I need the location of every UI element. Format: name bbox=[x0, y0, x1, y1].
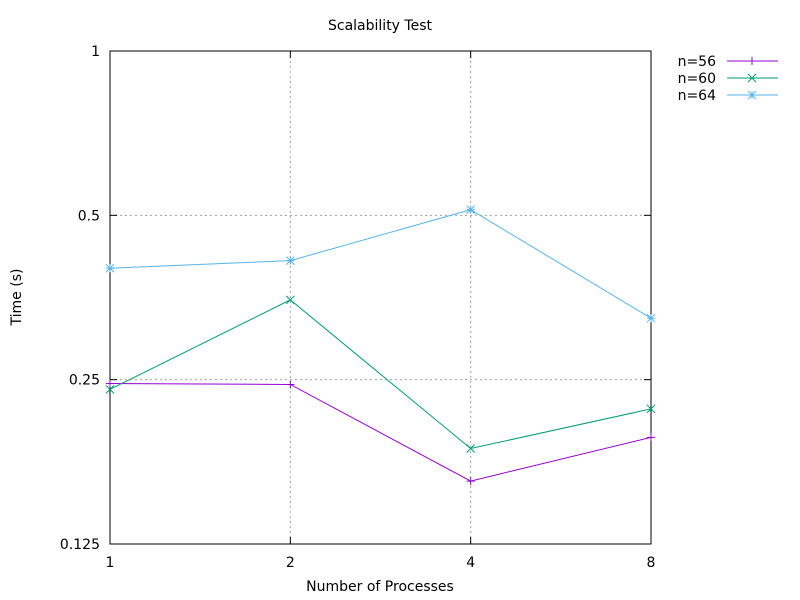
y-tick-label: 1 bbox=[91, 44, 100, 60]
y-tick-label: 0.125 bbox=[60, 537, 100, 553]
legend-entry: n=64 bbox=[678, 88, 778, 104]
x-axis-title: Number of Processes bbox=[306, 579, 454, 595]
series-line bbox=[109, 299, 652, 450]
legend-marker bbox=[747, 73, 757, 83]
data-point bbox=[106, 379, 114, 388]
x-tick-label: 2 bbox=[286, 555, 295, 571]
plot-area-border bbox=[109, 50, 652, 545]
legend-entry: n=56 bbox=[678, 54, 778, 70]
data-point bbox=[466, 444, 476, 453]
y-tick-label: 0.5 bbox=[78, 208, 100, 224]
data-point bbox=[105, 384, 115, 394]
data-point bbox=[647, 433, 655, 442]
data-point bbox=[466, 477, 475, 486]
grid-lines bbox=[110, 51, 651, 544]
data-point bbox=[285, 295, 295, 305]
x-tick-label: 8 bbox=[647, 555, 656, 571]
data-point bbox=[646, 313, 656, 323]
y-tick-labels: 0.125 0.25 0.5 1 bbox=[60, 44, 100, 553]
data-point bbox=[646, 404, 656, 414]
series-n-60 bbox=[105, 295, 656, 453]
y-axis-title: Time (s) bbox=[9, 269, 25, 327]
legend-marker bbox=[748, 57, 756, 65]
tick-marks bbox=[109, 50, 652, 545]
series-layer bbox=[105, 205, 656, 486]
x-tick-label: 4 bbox=[466, 555, 475, 571]
series-line bbox=[109, 382, 652, 482]
legend-label: n=60 bbox=[678, 71, 716, 87]
data-point bbox=[285, 256, 295, 266]
y-tick-label: 0.25 bbox=[69, 373, 100, 389]
legend-label: n=56 bbox=[678, 54, 717, 70]
chart-title: Scalability Test bbox=[328, 18, 432, 34]
legend-entry: n=60 bbox=[678, 71, 778, 87]
series-line bbox=[109, 209, 652, 319]
x-tick-labels: 1 2 4 8 bbox=[106, 555, 656, 571]
data-point bbox=[466, 205, 476, 215]
data-point bbox=[105, 263, 115, 273]
legend-marker bbox=[747, 90, 757, 100]
data-point bbox=[286, 380, 295, 389]
series-n-56 bbox=[106, 379, 655, 486]
legend: n=56n=60n=64 bbox=[678, 54, 778, 104]
legend-label: n=64 bbox=[678, 88, 717, 104]
series-n-64 bbox=[105, 205, 656, 323]
x-tick-label: 1 bbox=[106, 555, 115, 571]
